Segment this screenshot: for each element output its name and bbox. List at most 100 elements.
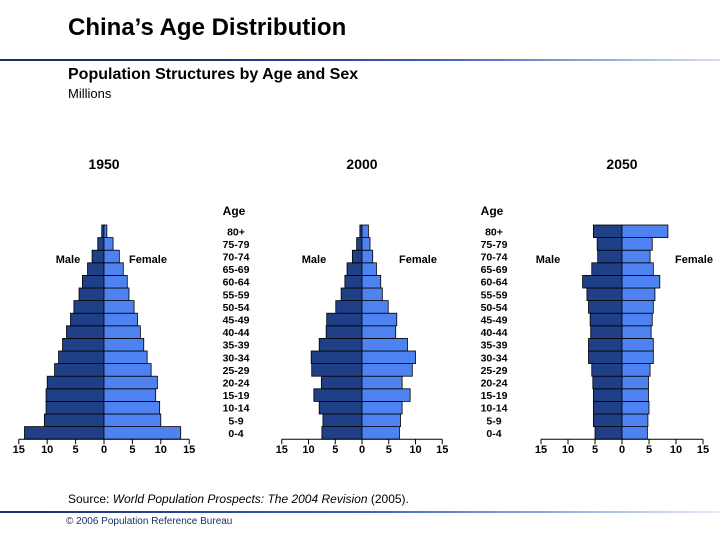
bar-female-45-49 [103, 312, 138, 327]
x-tick-label: 15 [697, 444, 709, 456]
bar-male-60-64 [582, 274, 623, 289]
bar-female-55-59 [361, 287, 383, 302]
chart-title-2050: 2050 [606, 156, 637, 172]
page-title: China’s Age Distribution [68, 14, 347, 41]
x-tick-label: 15 [276, 444, 288, 456]
x-tick-label: 5 [73, 444, 79, 456]
age-group-label: 55-59 [481, 289, 508, 301]
age-group-label: 75-79 [223, 239, 250, 251]
bar-female-30-34 [103, 350, 148, 365]
bar-male-55-59 [78, 287, 105, 302]
bar-male-65-69 [87, 262, 105, 276]
age-group-label: 60-64 [223, 277, 250, 289]
bar-female-25-29 [361, 363, 413, 377]
x-tick-label: 15 [436, 444, 448, 456]
male-label: Male [536, 254, 560, 266]
x-tick-label: 10 [302, 444, 314, 456]
bar-male-30-34 [310, 350, 363, 365]
bar-female-75-79 [103, 237, 114, 251]
bar-male-60-64 [344, 274, 363, 289]
age-group-label: 35-39 [223, 340, 250, 352]
age-group-label: 20-24 [223, 378, 250, 390]
bar-male-70-74 [597, 249, 623, 264]
bar-female-70-74 [361, 249, 374, 264]
age-group-label: 50-54 [481, 302, 508, 314]
bar-female-75-79 [361, 237, 371, 251]
x-tick-label: 10 [41, 444, 53, 456]
bar-male-15-19 [45, 388, 105, 402]
x-tick-label: 15 [183, 444, 195, 456]
age-group-label: 15-19 [223, 390, 250, 402]
bar-male-30-34 [588, 350, 623, 365]
bar-female-0-4 [621, 426, 648, 440]
chart-title-2000: 2000 [346, 156, 377, 172]
age-group-label: 25-29 [223, 365, 250, 377]
bar-female-35-39 [103, 337, 145, 352]
age-group-label: 75-79 [481, 239, 508, 251]
male-label: Male [302, 254, 326, 266]
x-tick-label: 0 [101, 444, 107, 456]
x-tick-label: 5 [129, 444, 135, 456]
bar-female-15-19 [103, 388, 157, 402]
bar-female-10-14 [361, 400, 403, 415]
bar-female-20-24 [361, 375, 403, 390]
x-tick-label: 0 [619, 444, 625, 456]
bar-male-55-59 [586, 287, 623, 302]
x-tick-label: 5 [386, 444, 392, 456]
bar-female-80+ [103, 224, 108, 239]
bar-female-25-29 [103, 363, 152, 377]
age-group-label: 40-44 [481, 327, 508, 339]
x-tick-label: 10 [409, 444, 421, 456]
age-group-label: 25-29 [481, 365, 508, 377]
bar-female-70-74 [103, 249, 120, 264]
age-group-label: 10-14 [223, 403, 250, 415]
bar-female-35-39 [361, 337, 408, 352]
bar-male-75-79 [596, 237, 623, 251]
bar-female-70-74 [621, 249, 651, 264]
bar-female-60-64 [103, 274, 128, 289]
bar-female-0-4 [103, 426, 182, 440]
bar-male-5-9 [592, 413, 623, 428]
bar-male-45-49 [70, 312, 105, 327]
source-suffix: (2005). [367, 492, 409, 506]
copyright: © 2006 Population Reference Bureau [66, 516, 233, 527]
bar-male-50-54 [335, 300, 363, 314]
bar-female-35-39 [621, 337, 654, 352]
bar-male-0-4 [24, 426, 105, 440]
bar-male-10-14 [592, 400, 623, 415]
bar-female-45-49 [361, 312, 398, 327]
bar-male-40-44 [590, 325, 623, 339]
bar-female-5-9 [361, 413, 401, 428]
bar-female-0-4 [361, 426, 400, 440]
age-group-label: 55-59 [223, 289, 250, 301]
bar-male-25-29 [311, 363, 363, 377]
bar-male-5-9 [43, 413, 105, 428]
bar-male-45-49 [326, 312, 363, 327]
age-group-label: 70-74 [223, 252, 250, 264]
bar-female-10-14 [621, 400, 650, 415]
bar-female-30-34 [621, 350, 654, 365]
age-group-label: 30-34 [481, 352, 508, 364]
x-tick-label: 10 [155, 444, 167, 456]
x-tick-label: 15 [535, 444, 547, 456]
chart-title-1950: 1950 [88, 156, 119, 172]
age-group-label: 40-44 [223, 327, 250, 339]
bar-female-5-9 [103, 413, 162, 428]
female-label: Female [399, 254, 437, 266]
source-citation: Source: World Population Prospects: The … [68, 492, 409, 506]
bar-female-80+ [361, 224, 369, 239]
bar-female-65-69 [103, 262, 124, 276]
bar-female-30-34 [361, 350, 416, 365]
bar-male-45-49 [589, 312, 623, 327]
age-group-label: 5-9 [228, 415, 243, 427]
bar-male-15-19 [592, 388, 623, 402]
bar-female-45-49 [621, 312, 653, 327]
bar-female-15-19 [621, 388, 649, 402]
age-group-label: 80+ [227, 226, 245, 238]
bar-female-40-44 [621, 325, 652, 339]
age-group-label: 35-39 [481, 340, 508, 352]
age-axis-label: Age [223, 204, 246, 218]
bar-male-35-39 [588, 337, 623, 352]
bar-male-35-39 [62, 337, 105, 352]
